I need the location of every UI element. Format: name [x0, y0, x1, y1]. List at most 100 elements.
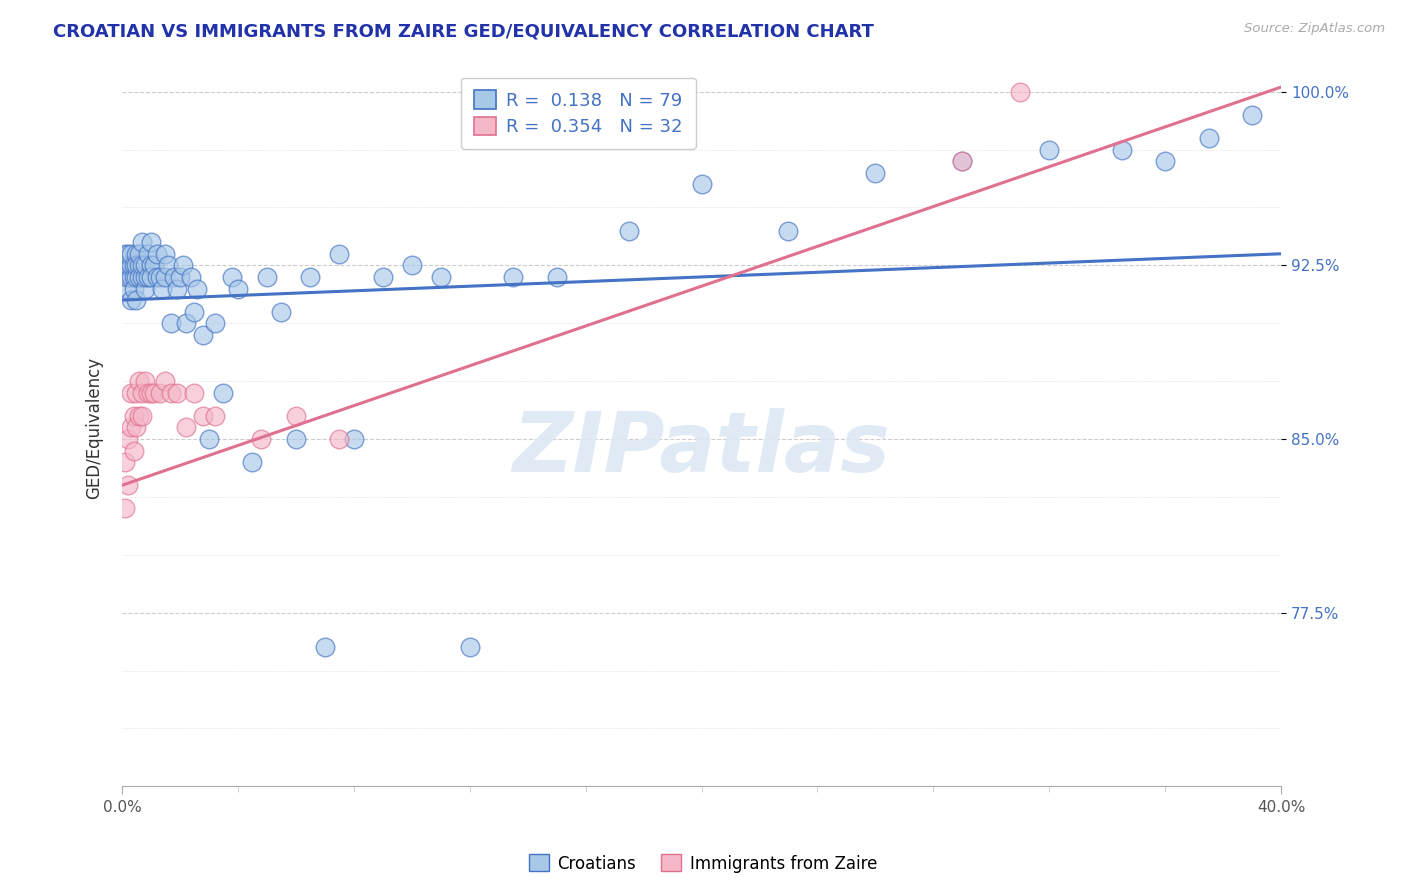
Point	[145, 269, 167, 284]
Point	[117, 281, 139, 295]
Point	[180, 269, 202, 284]
Point	[160, 316, 183, 330]
Point	[250, 432, 273, 446]
Point	[134, 258, 156, 272]
Point	[204, 409, 226, 423]
Point	[114, 455, 136, 469]
Point	[166, 385, 188, 400]
Point	[172, 258, 194, 272]
Point	[546, 269, 568, 284]
Text: Source: ZipAtlas.com: Source: ZipAtlas.com	[1244, 22, 1385, 36]
Point	[186, 281, 208, 295]
Point	[125, 269, 148, 284]
Point	[157, 258, 180, 272]
Point	[120, 385, 142, 400]
Point	[149, 269, 172, 284]
Point	[117, 258, 139, 272]
Point	[160, 385, 183, 400]
Point	[155, 269, 177, 284]
Point	[169, 269, 191, 284]
Legend: R =  0.138   N = 79, R =  0.354   N = 32: R = 0.138 N = 79, R = 0.354 N = 32	[461, 78, 696, 149]
Point	[950, 154, 973, 169]
Point	[152, 281, 174, 295]
Text: ZIPatlas: ZIPatlas	[513, 409, 890, 490]
Point	[328, 432, 350, 446]
Point	[191, 327, 214, 342]
Point	[270, 304, 292, 318]
Point	[131, 409, 153, 423]
Point	[226, 281, 249, 295]
Point	[134, 269, 156, 284]
Point	[131, 385, 153, 400]
Point	[204, 316, 226, 330]
Point	[145, 246, 167, 260]
Point	[142, 385, 165, 400]
Point	[183, 385, 205, 400]
Point	[174, 316, 197, 330]
Point	[128, 258, 150, 272]
Point	[125, 258, 148, 272]
Point	[131, 269, 153, 284]
Point	[1241, 108, 1264, 122]
Point	[134, 374, 156, 388]
Point	[122, 281, 145, 295]
Point	[371, 269, 394, 284]
Point	[163, 269, 186, 284]
Point	[183, 304, 205, 318]
Point	[117, 478, 139, 492]
Point	[256, 269, 278, 284]
Point	[122, 409, 145, 423]
Point	[690, 178, 713, 192]
Point	[299, 269, 322, 284]
Point	[429, 269, 451, 284]
Point	[458, 640, 481, 655]
Point	[131, 235, 153, 250]
Point	[502, 269, 524, 284]
Point	[128, 374, 150, 388]
Point	[212, 385, 235, 400]
Point	[125, 420, 148, 434]
Legend: Croatians, Immigrants from Zaire: Croatians, Immigrants from Zaire	[523, 847, 883, 880]
Point	[617, 224, 640, 238]
Point	[778, 224, 800, 238]
Point	[865, 166, 887, 180]
Point	[134, 281, 156, 295]
Point	[314, 640, 336, 655]
Point	[122, 258, 145, 272]
Point	[128, 409, 150, 423]
Point	[114, 501, 136, 516]
Point	[142, 258, 165, 272]
Point	[136, 246, 159, 260]
Point	[139, 385, 162, 400]
Point	[174, 420, 197, 434]
Point	[240, 455, 263, 469]
Point	[198, 432, 221, 446]
Point	[117, 269, 139, 284]
Point	[122, 269, 145, 284]
Point	[155, 374, 177, 388]
Point	[401, 258, 423, 272]
Point	[114, 269, 136, 284]
Point	[343, 432, 366, 446]
Point	[221, 269, 243, 284]
Point	[122, 443, 145, 458]
Point	[120, 246, 142, 260]
Point	[1198, 131, 1220, 145]
Point	[1111, 143, 1133, 157]
Point	[136, 269, 159, 284]
Point	[1010, 85, 1032, 99]
Point	[1154, 154, 1177, 169]
Point	[114, 246, 136, 260]
Text: CROATIAN VS IMMIGRANTS FROM ZAIRE GED/EQUIVALENCY CORRELATION CHART: CROATIAN VS IMMIGRANTS FROM ZAIRE GED/EQ…	[53, 22, 875, 40]
Point	[139, 235, 162, 250]
Y-axis label: GED/Equivalency: GED/Equivalency	[86, 357, 103, 499]
Point	[125, 385, 148, 400]
Point	[1038, 143, 1060, 157]
Point	[950, 154, 973, 169]
Point	[128, 246, 150, 260]
Point	[131, 258, 153, 272]
Point	[155, 246, 177, 260]
Point	[139, 269, 162, 284]
Point	[120, 420, 142, 434]
Point	[328, 246, 350, 260]
